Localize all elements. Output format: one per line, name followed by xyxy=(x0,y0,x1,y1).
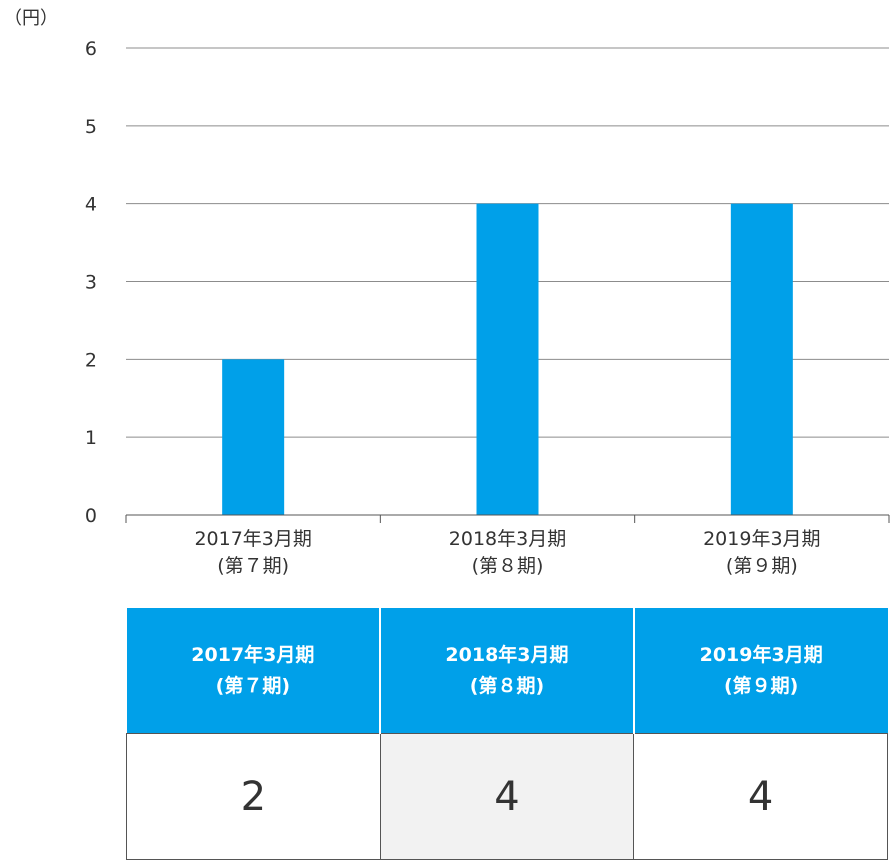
table-value-2019: 4 xyxy=(633,733,888,860)
y-tick-label-5: 5 xyxy=(85,116,97,138)
y-tick-label-4: 4 xyxy=(85,194,97,216)
table-header-2017: 2017年3月期 (第７期) xyxy=(126,608,382,734)
table-header-2019: 2019年3月期 (第９期) xyxy=(632,608,888,734)
x-category-label-2-term: (第９期) xyxy=(726,555,798,577)
table-value-row: 2 4 4 xyxy=(126,733,888,860)
x-category-label-1-period: 2018年3月期 xyxy=(449,528,566,550)
y-tick-label-3: 3 xyxy=(85,272,97,294)
data-table: 2017年3月期 (第７期) 2018年3月期 (第８期) 2019年3月期 (… xyxy=(126,608,888,860)
bar-chart: 0 1 2 3 4 5 6 2017年3月期 (第７期) 2018年3月期 (第８期) 2019年3月… xyxy=(85,38,890,577)
table-header-2018: 2018年3月期 (第８期) xyxy=(379,608,635,734)
table-header-2019-term: (第９期) xyxy=(723,674,799,697)
y-tick-label-6: 6 xyxy=(85,38,97,60)
table-value-2017: 2 xyxy=(126,733,381,860)
bar-2 xyxy=(730,203,793,515)
y-tick-label-0: 0 xyxy=(85,505,97,527)
x-category-label-0-period: 2017年3月期 xyxy=(194,528,311,550)
bar-0 xyxy=(222,359,285,515)
table-header-2018-period: 2018年3月期 xyxy=(445,643,569,666)
table-header-2018-term: (第８期) xyxy=(469,674,545,697)
table-header-2019-period: 2019年3月期 xyxy=(699,643,823,666)
y-axis-unit-label: （円） xyxy=(4,8,58,29)
table-header-2017-period: 2017年3月期 xyxy=(191,643,315,666)
x-category-label-2-period: 2019年3月期 xyxy=(703,528,820,550)
bar-1 xyxy=(476,203,539,515)
table-value-2018: 4 xyxy=(379,733,635,860)
x-category-label-1-term: (第８期) xyxy=(472,555,544,577)
y-tick-label-2: 2 xyxy=(85,349,97,371)
table-header-row: 2017年3月期 (第７期) 2018年3月期 (第８期) 2019年3月期 (… xyxy=(126,608,888,734)
table-header-2017-term: (第７期) xyxy=(215,674,291,697)
y-tick-label-1: 1 xyxy=(85,427,97,449)
x-category-label-0-term: (第７期) xyxy=(217,555,289,577)
